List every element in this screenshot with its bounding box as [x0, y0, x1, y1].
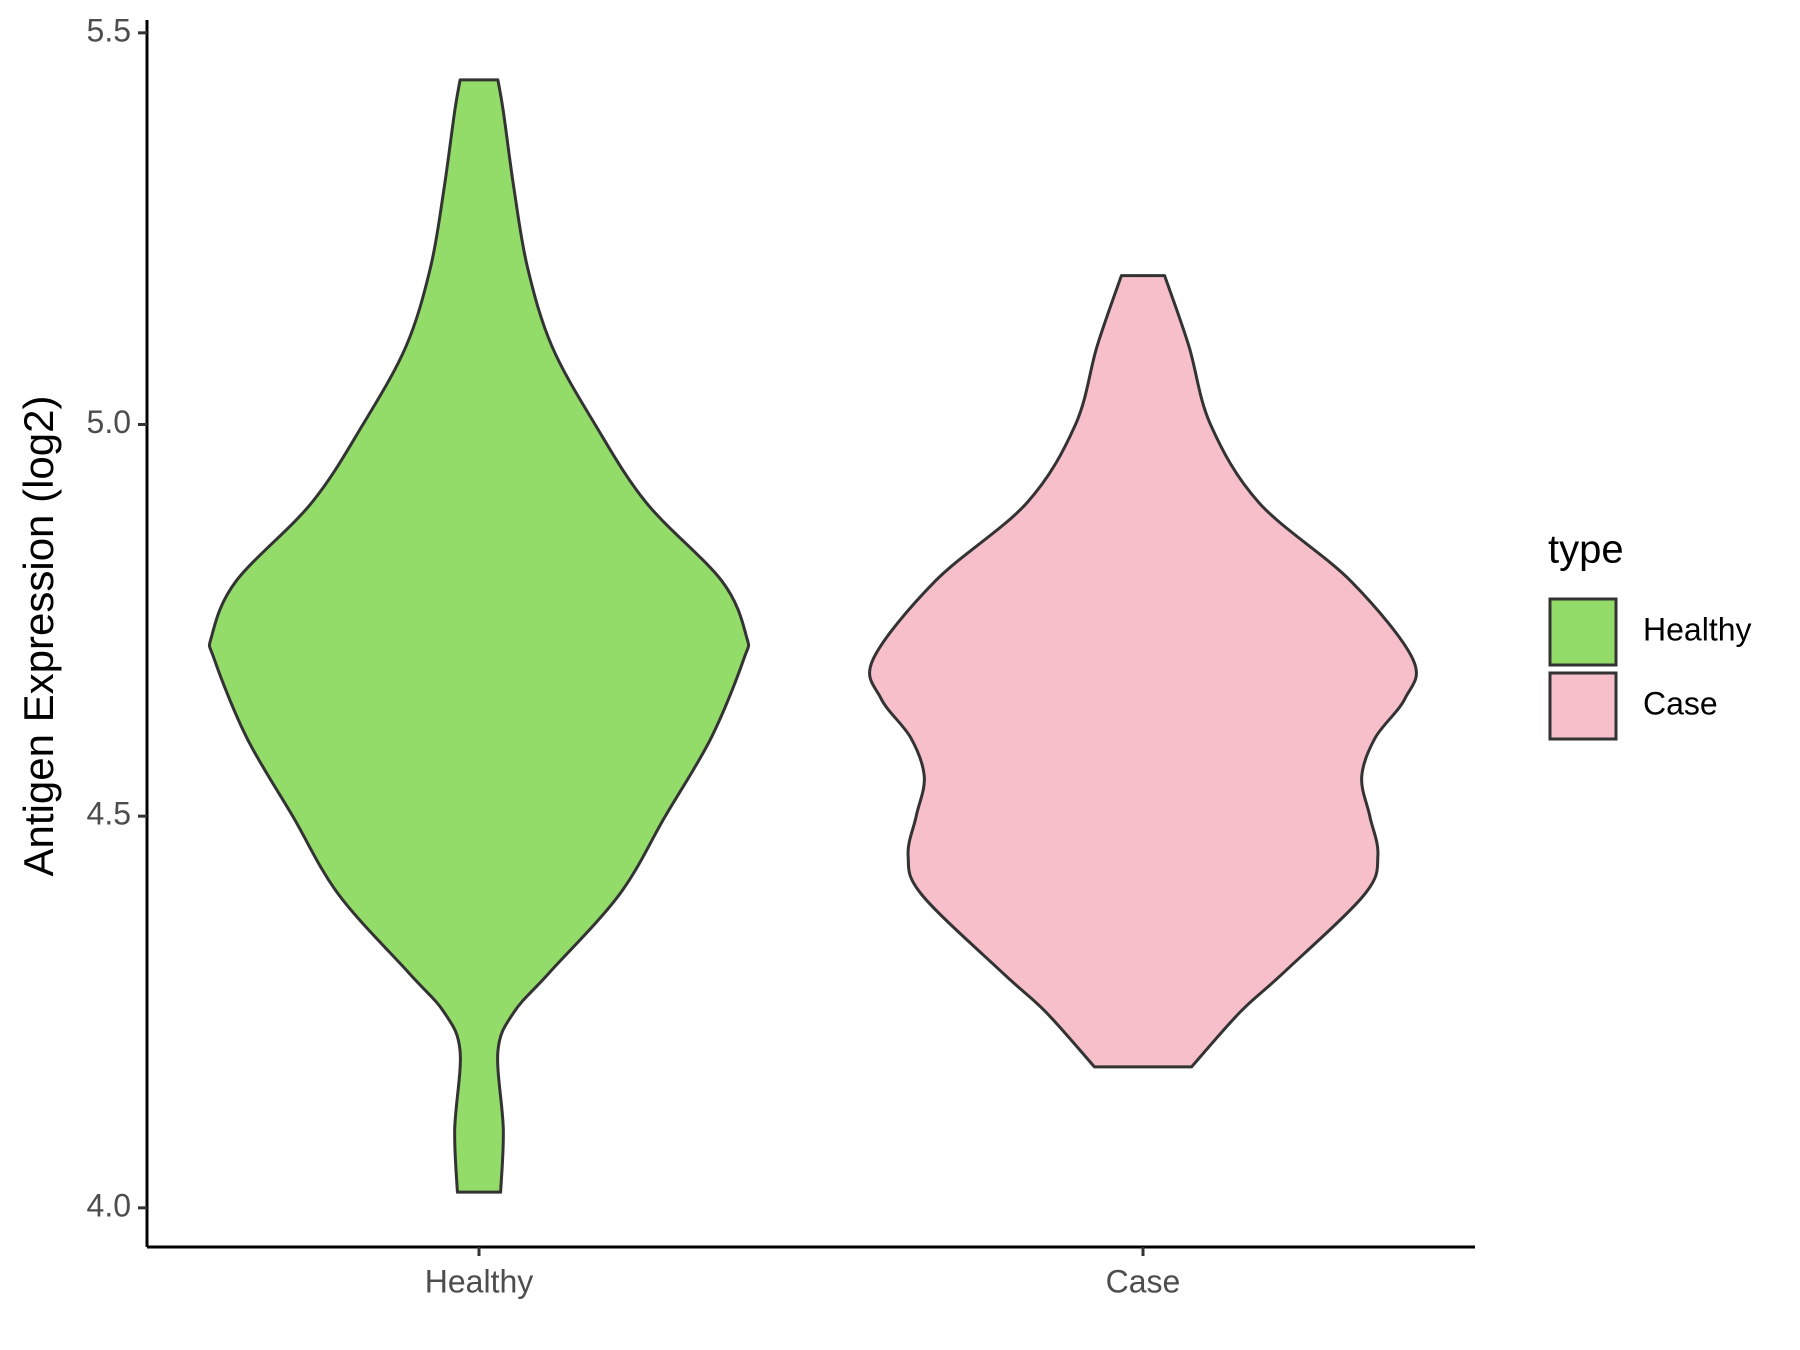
- legend-title: type: [1548, 528, 1624, 572]
- y-tick-label: 4.5: [87, 796, 131, 832]
- y-tick-label: 5.0: [87, 404, 131, 440]
- legend-key: [1548, 671, 1618, 741]
- y-tick-label: 4.0: [87, 1187, 131, 1223]
- x-tick-label: Case: [1106, 1263, 1181, 1299]
- violin: [207, 78, 751, 1194]
- legend-key: [1548, 597, 1618, 667]
- legend-label: Case: [1643, 685, 1718, 721]
- legend-label: Healthy: [1643, 611, 1752, 647]
- x-tick-label: Healthy: [425, 1263, 534, 1299]
- y-axis-title: Antigen Expression (log2): [15, 396, 62, 877]
- y-tick-label: 5.5: [87, 12, 131, 48]
- violin: [868, 274, 1418, 1069]
